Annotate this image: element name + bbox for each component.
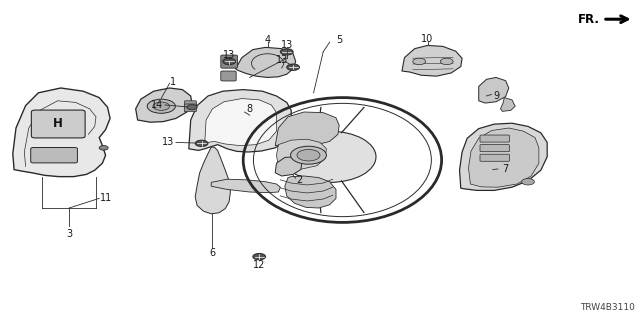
Ellipse shape: [284, 131, 376, 182]
Circle shape: [187, 105, 197, 110]
Text: 4: 4: [264, 35, 271, 45]
FancyBboxPatch shape: [480, 154, 509, 161]
FancyBboxPatch shape: [31, 148, 77, 163]
FancyBboxPatch shape: [184, 101, 196, 108]
Polygon shape: [500, 98, 515, 111]
Text: 7: 7: [502, 164, 509, 174]
Polygon shape: [236, 47, 296, 77]
Circle shape: [522, 179, 534, 185]
Circle shape: [297, 149, 320, 161]
Text: TRW4B3110: TRW4B3110: [580, 303, 635, 312]
Polygon shape: [136, 88, 192, 122]
Text: H: H: [53, 117, 63, 130]
Text: 13: 13: [223, 50, 236, 60]
Polygon shape: [275, 112, 339, 146]
Text: 1: 1: [170, 76, 176, 87]
Text: 11: 11: [99, 193, 112, 204]
Circle shape: [147, 99, 175, 113]
Polygon shape: [189, 90, 291, 152]
Text: 2: 2: [296, 175, 303, 185]
FancyBboxPatch shape: [31, 110, 85, 138]
FancyBboxPatch shape: [221, 55, 237, 68]
Polygon shape: [468, 128, 539, 187]
Text: 14: 14: [151, 100, 163, 110]
Circle shape: [99, 146, 108, 150]
Polygon shape: [402, 45, 462, 76]
Text: 3: 3: [66, 228, 72, 239]
Text: 13: 13: [162, 137, 174, 148]
Circle shape: [413, 58, 426, 65]
Circle shape: [153, 102, 170, 110]
Text: 8: 8: [246, 104, 253, 115]
Polygon shape: [13, 88, 110, 177]
Text: 13: 13: [280, 40, 293, 51]
Circle shape: [440, 58, 453, 65]
Text: 13: 13: [275, 55, 288, 65]
Circle shape: [280, 49, 293, 55]
Text: FR.: FR.: [579, 13, 600, 26]
Polygon shape: [276, 139, 326, 169]
Circle shape: [223, 58, 236, 65]
Polygon shape: [275, 157, 302, 176]
Text: 10: 10: [421, 34, 434, 44]
Polygon shape: [479, 77, 509, 103]
Polygon shape: [195, 147, 230, 214]
Polygon shape: [460, 123, 547, 190]
Text: 6: 6: [209, 248, 216, 258]
FancyBboxPatch shape: [184, 104, 196, 112]
FancyBboxPatch shape: [221, 71, 236, 81]
Circle shape: [195, 140, 208, 147]
FancyBboxPatch shape: [480, 145, 509, 152]
Polygon shape: [211, 179, 280, 193]
Circle shape: [291, 146, 326, 164]
Text: 9: 9: [493, 91, 499, 101]
Polygon shape: [205, 99, 276, 146]
Text: 5: 5: [336, 35, 342, 45]
Polygon shape: [285, 176, 336, 208]
Circle shape: [253, 253, 266, 260]
Circle shape: [287, 64, 300, 70]
FancyBboxPatch shape: [480, 135, 509, 142]
Text: 12: 12: [253, 260, 266, 270]
